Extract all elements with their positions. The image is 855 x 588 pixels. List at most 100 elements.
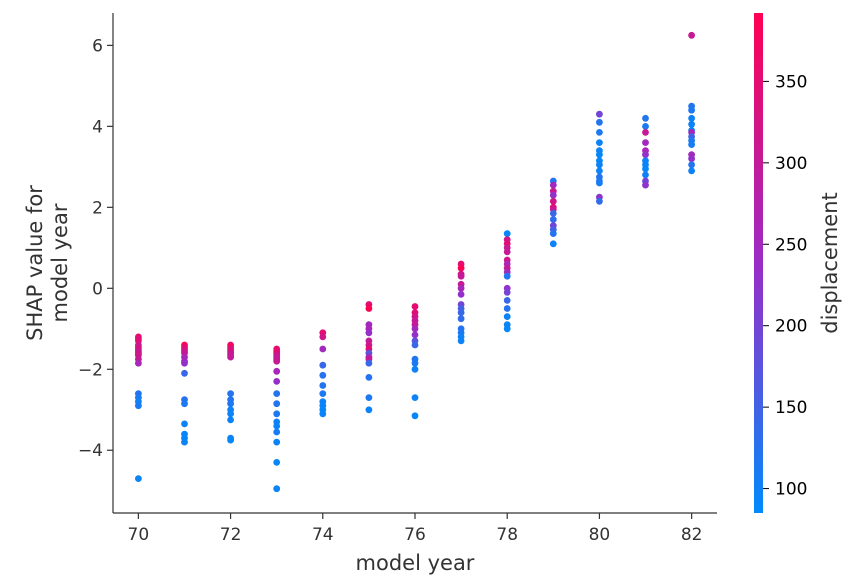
data-point xyxy=(273,357,281,365)
y-tick-label: −2 xyxy=(78,360,103,380)
data-point xyxy=(642,129,649,136)
data-point xyxy=(688,120,695,128)
x-tick-label: 70 xyxy=(128,525,150,545)
data-point xyxy=(596,129,603,136)
x-tick-label: 72 xyxy=(220,525,242,545)
data-point xyxy=(273,367,281,375)
data-point xyxy=(319,410,327,418)
colorbar-tick-label: 200 xyxy=(775,317,807,337)
data-point xyxy=(457,284,465,292)
data-point xyxy=(273,390,281,397)
data-point xyxy=(549,240,557,248)
data-point xyxy=(688,106,695,114)
data-point xyxy=(135,402,142,410)
data-point xyxy=(642,151,649,159)
data-point xyxy=(596,110,603,118)
data-point xyxy=(181,420,188,428)
data-point xyxy=(549,230,557,238)
data-point xyxy=(549,197,557,205)
data-point xyxy=(319,382,327,389)
data-point xyxy=(642,171,649,179)
data-point xyxy=(549,210,557,217)
x-tick-label: 78 xyxy=(496,525,518,545)
x-axis-ticks: 70 72 74 76 78 80 82 xyxy=(128,513,703,545)
data-point xyxy=(273,422,281,430)
data-point xyxy=(457,315,465,323)
data-point xyxy=(642,181,649,189)
colorbar-tick-label: 100 xyxy=(775,480,807,500)
data-point xyxy=(365,359,373,367)
y-tick-label: 6 xyxy=(92,36,103,56)
y-tick-label: 4 xyxy=(92,117,103,137)
data-point xyxy=(642,139,649,147)
data-point xyxy=(688,161,695,169)
data-point xyxy=(181,438,188,446)
data-point xyxy=(227,416,235,424)
x-tick-label: 82 xyxy=(681,525,703,545)
data-point xyxy=(273,438,281,446)
y-tick-label: −4 xyxy=(78,441,103,461)
data-point xyxy=(688,31,695,39)
colorbar-ticks: 100 150 200 250 300 350 xyxy=(763,72,807,500)
data-point xyxy=(503,313,511,320)
data-point xyxy=(642,114,649,122)
x-tick-label: 76 xyxy=(404,525,426,545)
data-point xyxy=(411,359,419,367)
data-point xyxy=(181,369,188,377)
data-point xyxy=(549,216,557,223)
y-axis-title-line1: SHAP value for xyxy=(23,185,47,341)
data-point xyxy=(503,230,511,238)
data-point xyxy=(227,390,235,397)
data-point xyxy=(688,155,695,163)
data-point xyxy=(411,325,419,333)
data-point xyxy=(365,406,373,414)
data-point xyxy=(135,359,142,367)
data-point xyxy=(503,325,511,333)
data-point xyxy=(411,303,419,310)
colorbar-tick-label: 350 xyxy=(775,72,807,92)
data-point xyxy=(227,410,235,418)
data-point xyxy=(642,165,649,173)
data-point xyxy=(503,289,511,296)
data-point xyxy=(411,412,419,420)
data-point xyxy=(457,291,465,298)
data-point xyxy=(688,141,695,149)
data-point xyxy=(596,151,603,159)
data-point xyxy=(503,305,511,312)
data-point xyxy=(596,167,603,175)
y-tick-label: 2 xyxy=(92,198,103,218)
data-point xyxy=(365,329,373,337)
data-point xyxy=(181,359,188,367)
data-point xyxy=(273,428,281,436)
y-axis-ticks: −4 −2 0 2 4 6 xyxy=(78,36,113,461)
y-tick-label: 0 xyxy=(92,279,103,299)
data-point xyxy=(549,191,557,199)
data-point xyxy=(596,118,603,126)
colorbar-tick-label: 250 xyxy=(775,235,807,255)
data-point xyxy=(411,341,419,349)
data-point xyxy=(688,114,695,122)
data-point xyxy=(503,297,511,304)
data-point xyxy=(411,331,419,339)
data-point xyxy=(596,179,603,187)
data-point xyxy=(319,361,327,369)
data-point xyxy=(457,337,465,345)
x-tick-label: 80 xyxy=(589,525,611,545)
data-point xyxy=(319,390,327,397)
data-point xyxy=(688,167,695,175)
colorbar xyxy=(754,13,763,513)
data-point xyxy=(642,123,649,130)
data-point xyxy=(365,305,373,312)
data-point xyxy=(227,436,235,444)
colorbar-tick-label: 300 xyxy=(775,154,807,174)
x-tick-label: 74 xyxy=(312,525,334,545)
data-point xyxy=(457,272,465,280)
data-point xyxy=(596,197,603,205)
scatter-points xyxy=(135,31,695,493)
data-point xyxy=(411,394,419,401)
data-point xyxy=(365,374,373,381)
colorbar-title: displacement xyxy=(818,192,842,334)
data-point xyxy=(596,161,603,169)
y-axis-title-line2: model year xyxy=(48,203,72,322)
